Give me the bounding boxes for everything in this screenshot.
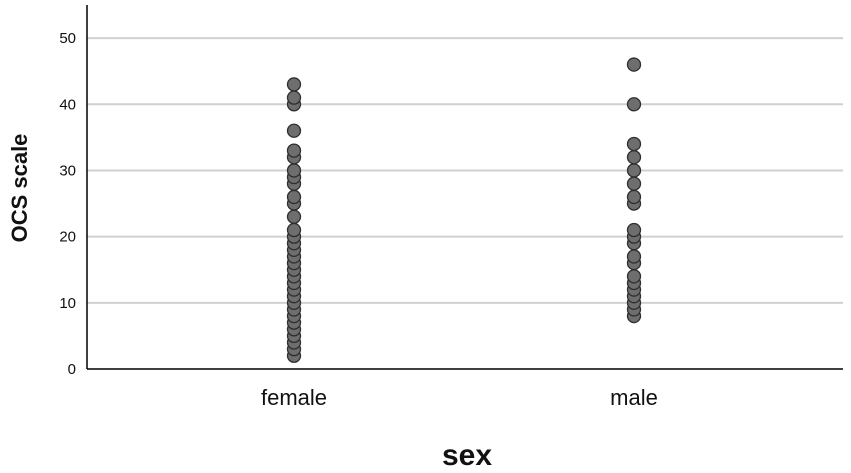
data-point-female (286, 123, 302, 138)
y-tick-label: 0 (68, 361, 76, 378)
x-category-labels: female male (261, 385, 658, 410)
y-tick-labels: 0 10 20 30 40 50 (59, 30, 76, 378)
data-point-male (626, 97, 642, 112)
data-point-male (626, 150, 642, 165)
y-tick-label: 50 (59, 30, 76, 47)
data-point-female (286, 90, 302, 105)
data-point-female (286, 189, 302, 205)
y-tick-label: 20 (59, 229, 76, 246)
y-axis-title: OCS scale (7, 134, 32, 243)
data-point-male (626, 136, 642, 152)
data-point-male (626, 189, 642, 205)
data-point-male (626, 163, 642, 178)
data-point-male (626, 176, 642, 191)
y-tick-label: 10 (59, 295, 76, 312)
data-point-female (286, 163, 302, 178)
x-axis-title: sex (442, 439, 492, 472)
y-tick-label: 30 (59, 162, 76, 179)
data-point-female (286, 209, 302, 224)
data-point-male (626, 57, 642, 72)
data-points (286, 57, 642, 363)
axes (86, 5, 843, 370)
data-point-female (286, 222, 302, 238)
data-point-female (286, 77, 302, 92)
data-point-male (626, 269, 642, 284)
data-point-male (626, 249, 642, 264)
data-point-male (626, 222, 642, 238)
x-category-label-female: female (261, 385, 327, 410)
gridlines (87, 37, 843, 304)
data-point-female (286, 143, 302, 158)
x-category-label-male: male (610, 385, 658, 410)
y-tick-label: 40 (59, 96, 76, 113)
